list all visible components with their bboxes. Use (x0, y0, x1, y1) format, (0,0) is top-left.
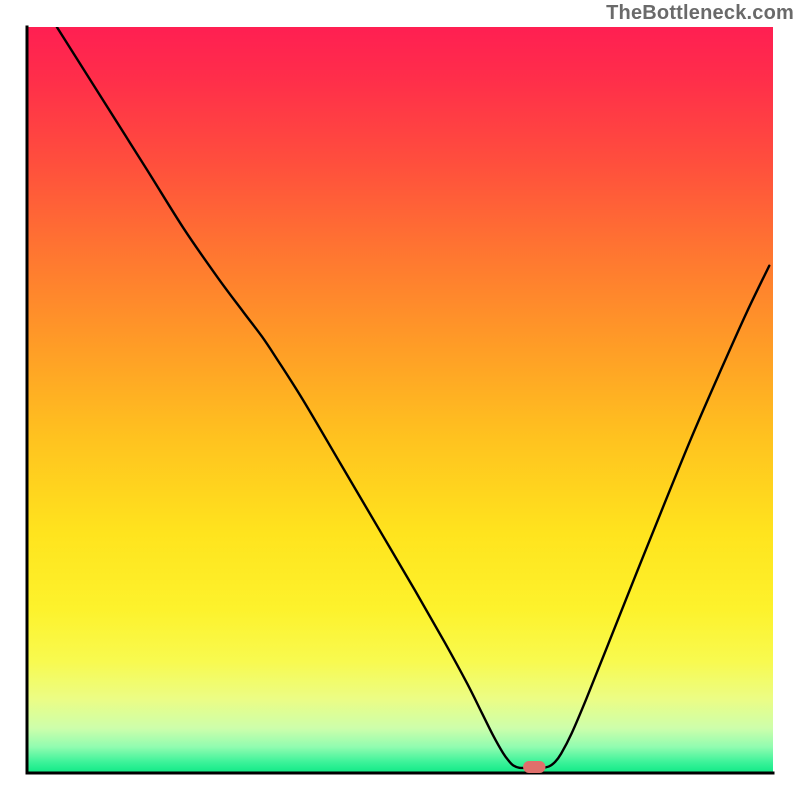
bottleneck-chart (0, 0, 800, 800)
plot-background (27, 27, 773, 773)
chart-container: TheBottleneck.com (0, 0, 800, 800)
watermark-text: TheBottleneck.com (606, 2, 794, 25)
optimum-marker (523, 761, 545, 773)
